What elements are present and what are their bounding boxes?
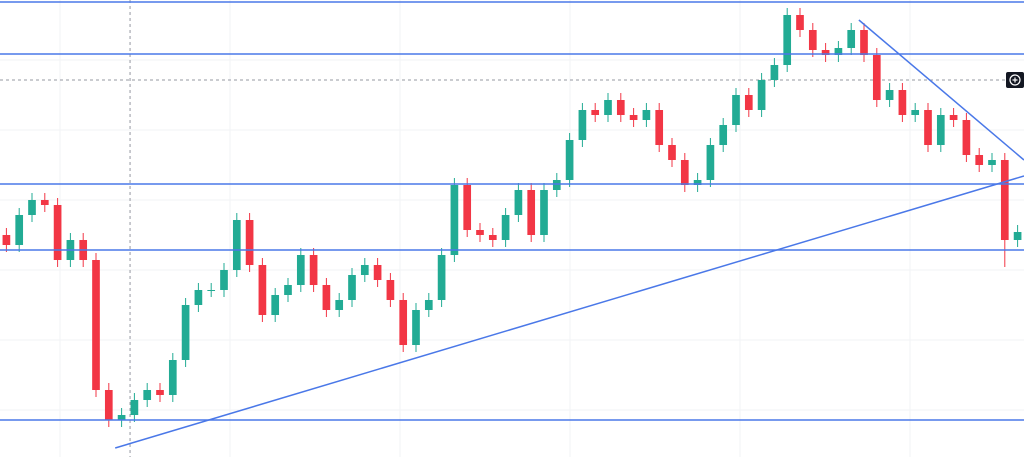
candle-body	[565, 140, 574, 180]
candle-body	[207, 290, 216, 291]
candle-body	[796, 15, 804, 30]
candle-body	[808, 30, 817, 50]
candle-body	[2, 235, 11, 245]
candle-body	[783, 15, 792, 65]
candle-body	[975, 155, 984, 165]
candle-body	[680, 160, 689, 185]
candle-body	[1000, 160, 1009, 240]
candle-body	[936, 115, 945, 145]
candle-body	[130, 400, 139, 415]
candle-body	[924, 110, 932, 145]
candle-body	[591, 110, 600, 115]
candle-body	[578, 110, 587, 140]
candle-body	[962, 120, 971, 155]
candle-body	[258, 265, 267, 315]
candle-body	[552, 180, 561, 190]
candle-body	[220, 270, 228, 290]
candle-body	[642, 110, 651, 120]
candle-body	[373, 265, 382, 280]
candle-body	[156, 390, 164, 395]
candle-body	[232, 220, 241, 270]
candle-body	[296, 255, 305, 285]
candle-body	[168, 360, 177, 395]
candle-body	[476, 230, 484, 235]
trend-line	[114, 175, 1024, 449]
candle-body	[732, 95, 740, 125]
candle-body	[245, 220, 254, 265]
candle-body	[271, 295, 280, 315]
candle-body	[386, 280, 395, 300]
candle-body	[668, 145, 676, 160]
candle-body	[488, 235, 497, 240]
candle-body	[348, 275, 356, 300]
candle-body	[770, 65, 779, 80]
candle-body	[834, 48, 843, 55]
candle-body	[1013, 232, 1022, 240]
candle-body	[604, 100, 612, 115]
candle-body	[15, 215, 24, 245]
candle-body	[719, 125, 728, 145]
candle-body	[53, 205, 62, 260]
candle-body	[616, 100, 625, 115]
candle-body	[527, 190, 536, 235]
candle-body	[463, 185, 472, 230]
candle-body	[117, 415, 126, 420]
candle-body	[898, 90, 907, 115]
candle-body	[309, 255, 318, 285]
candle-body	[412, 310, 420, 345]
candle-body	[143, 390, 152, 400]
crosshair-button[interactable]	[1006, 72, 1024, 88]
candle-body	[514, 190, 523, 215]
candle-body	[949, 115, 958, 120]
candle-body	[92, 260, 100, 390]
candle-body	[693, 180, 702, 185]
candle-body	[757, 80, 766, 110]
candle-body	[194, 290, 203, 305]
candle-body	[399, 300, 408, 345]
candle-body	[28, 200, 36, 215]
candle-body	[988, 160, 996, 165]
candle-body	[872, 55, 881, 100]
candle-body	[322, 285, 331, 310]
candle-body	[450, 185, 459, 255]
candle-body	[424, 300, 433, 310]
candle-body	[284, 285, 292, 295]
candle-body	[540, 190, 548, 235]
candle-body	[437, 255, 446, 300]
candle-body	[335, 300, 344, 310]
candle-body	[821, 50, 830, 55]
candle-body	[181, 305, 190, 360]
candle-body	[860, 30, 868, 55]
candle-body	[744, 95, 753, 110]
candle-body	[629, 115, 638, 120]
trend-line	[858, 19, 1024, 161]
candle-body	[911, 110, 920, 115]
candle-body	[706, 145, 715, 180]
candle-body	[847, 30, 856, 48]
candle-body	[360, 265, 369, 275]
candle-body	[104, 390, 113, 420]
candle-body	[655, 110, 664, 145]
candle-body	[501, 215, 510, 240]
candle-body	[40, 200, 49, 205]
candle-body	[885, 90, 894, 100]
